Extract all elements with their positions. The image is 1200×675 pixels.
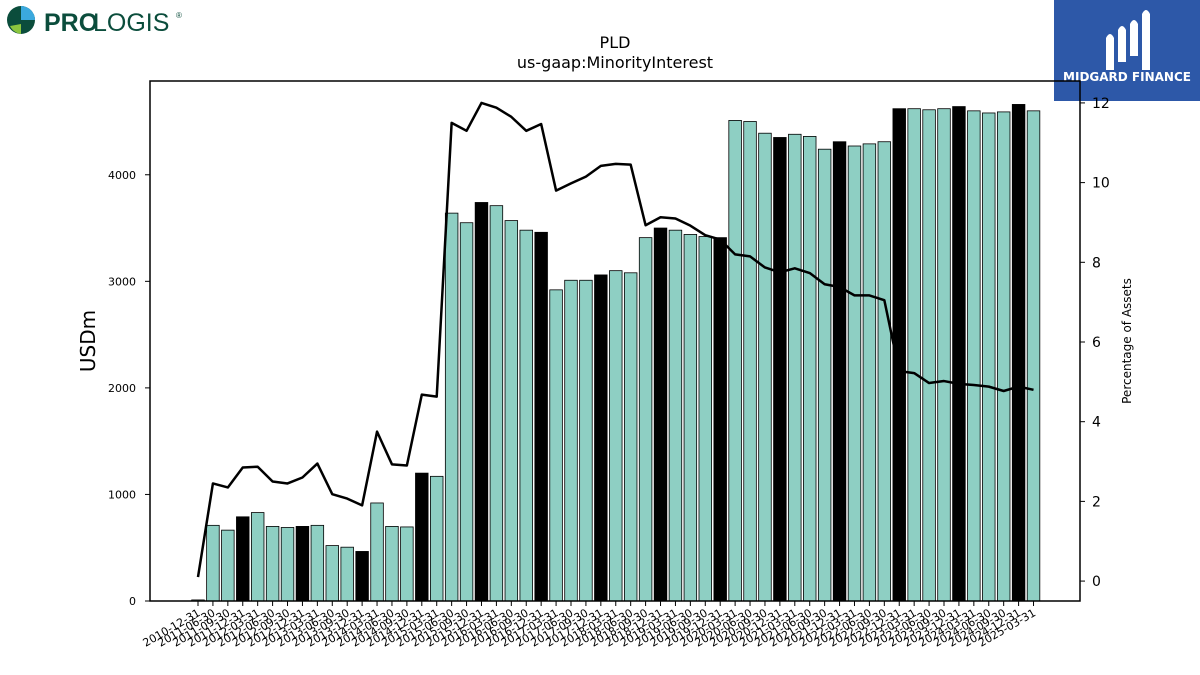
- bar: [594, 274, 608, 602]
- y2-axis-label: Percentage of Assets: [1120, 278, 1134, 404]
- bar: [280, 527, 295, 602]
- bar: [564, 279, 578, 602]
- bar: [519, 229, 533, 602]
- y2-tick-label: 0: [1092, 574, 1101, 590]
- bar: [474, 202, 489, 602]
- chart-title: PLD: [600, 33, 631, 52]
- bar: [862, 143, 877, 602]
- y2-axis: 0 2 4 6 8 10 12: [1080, 96, 1110, 590]
- bar: [922, 109, 936, 602]
- y2-tick-label: 10: [1092, 176, 1110, 192]
- bar: [549, 289, 563, 602]
- y2-tick-label: 8: [1092, 255, 1101, 271]
- prologis-logo-graphic: PRO LOGIS ®: [7, 6, 182, 37]
- y-axis: 0 1000 2000 3000 4000: [108, 169, 150, 608]
- bar: [668, 229, 683, 602]
- chart-subtitle: us-gaap:MinorityInterest: [517, 53, 713, 72]
- bar: [221, 529, 235, 602]
- bar: [415, 472, 429, 602]
- bar: [236, 516, 250, 602]
- bar: [952, 106, 966, 602]
- y-tick-label: 0: [129, 595, 136, 608]
- bar: [832, 141, 847, 602]
- bar: [653, 227, 668, 602]
- bar: [489, 205, 504, 602]
- bar: [803, 136, 817, 602]
- y2-tick-label: 12: [1092, 96, 1110, 112]
- registered-mark: ®: [176, 11, 182, 20]
- series-line-percentage: [196, 101, 1034, 578]
- bar: [698, 236, 712, 602]
- bar: [1026, 110, 1041, 602]
- bar: [609, 270, 623, 602]
- bar: [773, 137, 787, 602]
- x-axis: 2010-12-312011-06-302011-09-302011-12-31…: [141, 601, 1038, 650]
- bar: [758, 132, 772, 602]
- y2-tick-label: 4: [1092, 415, 1101, 431]
- y-tick-label: 2000: [108, 382, 136, 395]
- bar: [579, 279, 593, 602]
- globe-segment-blue: [21, 6, 35, 20]
- bar: [250, 512, 265, 602]
- bar: [400, 526, 414, 602]
- bar: [728, 120, 742, 602]
- plot-frame: [149, 80, 1081, 602]
- bar: [623, 272, 638, 602]
- y2-tick-label: 6: [1092, 335, 1101, 351]
- bar: [996, 111, 1011, 602]
- bar: [459, 222, 474, 602]
- bar: [817, 148, 832, 602]
- bar: [638, 237, 653, 602]
- y-axis-label: USDm: [76, 310, 100, 372]
- y-tick-label: 1000: [108, 488, 136, 501]
- bar: [937, 108, 951, 602]
- bar: [370, 502, 384, 602]
- midgard-logo-graphic: MIDGARD FINANCE: [1063, 10, 1191, 84]
- bar: [206, 524, 220, 602]
- midgard-finance-logo: MIDGARD FINANCE: [1054, 0, 1200, 101]
- prologis-logo: PRO LOGIS ®: [4, 4, 194, 44]
- y-tick-label: 4000: [108, 169, 136, 182]
- bars-group: [191, 104, 1041, 602]
- y-tick-label: 3000: [108, 275, 136, 288]
- bar: [385, 526, 399, 602]
- bar: [325, 545, 339, 602]
- bar: [295, 526, 310, 602]
- bar: [683, 234, 698, 602]
- bar: [877, 141, 892, 602]
- bar: [847, 145, 862, 602]
- bar: [444, 212, 459, 602]
- bar: [355, 551, 369, 602]
- bar: [967, 110, 981, 602]
- bar: [743, 121, 757, 602]
- bar: [430, 475, 444, 602]
- brand-name-light: LOGIS: [93, 9, 169, 37]
- bar: [534, 231, 548, 602]
- bar: [1011, 104, 1026, 602]
- bar: [504, 220, 519, 602]
- bar: [310, 524, 325, 602]
- bar: [982, 112, 996, 602]
- bar: [788, 133, 802, 602]
- globe-segment-green: [10, 24, 21, 34]
- bar: [340, 546, 354, 602]
- bar: [265, 526, 280, 602]
- line-group: [196, 101, 1034, 578]
- y2-tick-label: 2: [1092, 494, 1101, 510]
- midgard-name: MIDGARD FINANCE: [1063, 70, 1191, 84]
- bar: [713, 237, 727, 602]
- brand-name-bold: PRO: [44, 9, 98, 37]
- bar: [907, 108, 921, 602]
- midgard-emblem-icon: [1106, 10, 1150, 70]
